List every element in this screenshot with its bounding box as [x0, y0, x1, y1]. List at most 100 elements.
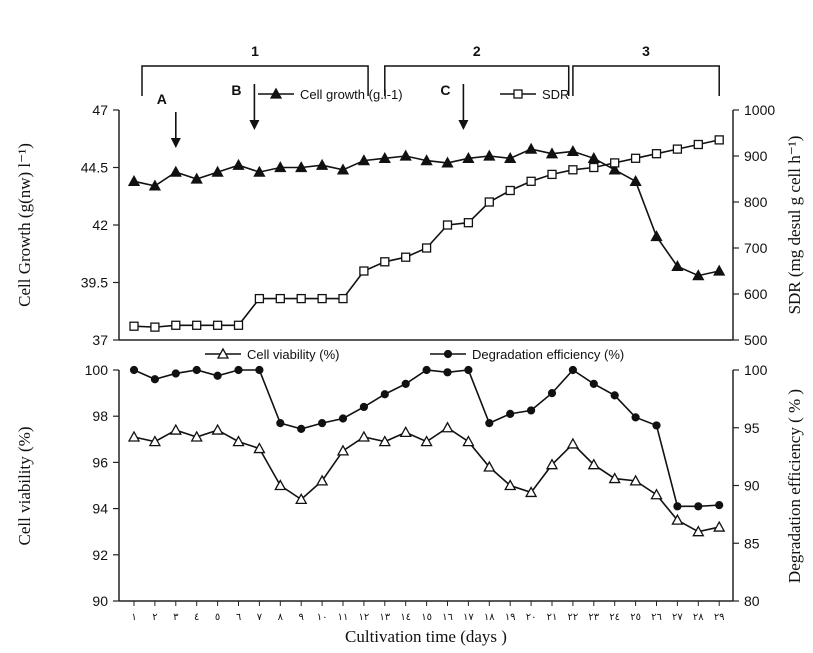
- legend-marker-1: [443, 349, 453, 359]
- data-point-1-1: [171, 369, 180, 378]
- right-tick-label: 500: [744, 332, 768, 348]
- bottom-left-axis-title: Cell viability (%): [15, 427, 34, 546]
- annotation-label-0: A: [157, 91, 167, 107]
- x-tick-label: ١٩: [505, 612, 516, 623]
- x-tick-label: ٢٨: [693, 612, 704, 623]
- data-point-1-0: [650, 488, 663, 500]
- data-point-1-1: [359, 402, 368, 412]
- left-tick-label: 44.5: [81, 160, 108, 176]
- data-point-1-0: [441, 421, 454, 433]
- series-line-0-0: [133, 148, 720, 277]
- legend-marker-0: [269, 87, 283, 99]
- phase-label-1: 2: [473, 43, 481, 59]
- x-tick-label: ٧: [257, 612, 263, 623]
- data-point-0-1: [526, 176, 536, 186]
- data-point-1-0: [232, 435, 245, 447]
- x-axis-title: Cultivation time (days ): [345, 627, 507, 646]
- right-tick-label: 600: [744, 286, 768, 302]
- legend-label-1: Degradation efficiency (%): [472, 347, 624, 362]
- x-tick-label: ٢٤: [609, 612, 620, 623]
- data-point-1-0: [315, 474, 329, 486]
- data-point-1-1: [631, 413, 640, 422]
- data-point-1-1: [338, 414, 348, 423]
- data-point-0-0: [420, 154, 433, 166]
- bottom-series: [127, 365, 726, 537]
- top-series: [127, 135, 726, 332]
- data-point-1-1: [715, 501, 724, 510]
- x-axis-ticks: ١ ٢ ٣ ٤ ٥ ٦ ٧ ٨ ٩ ١٠ ١١ ١٢ ١٣ ١٤ ١٥ ١٦ ١٧ ١٨ ١٩ ٢٠ ٢١ ٢٢ ٢٣ ٢٤ ٢…: [131, 601, 725, 623]
- x-tick-label: ١: [131, 612, 136, 623]
- data-point-1-1: [694, 502, 703, 511]
- data-point-0-0: [671, 260, 684, 272]
- right-tick-label: 900: [744, 148, 768, 164]
- x-tick-label: ٣: [173, 612, 179, 623]
- data-point-1-0: [378, 435, 391, 447]
- top-panel: 37 39.5 42 44.5 47 500 600 700 800 900 1000 1 2 3 A…: [15, 43, 804, 348]
- data-point-0-1: [610, 158, 620, 168]
- data-point-1-0: [399, 426, 412, 438]
- data-point-1-0: [274, 479, 287, 491]
- data-point-0-0: [545, 147, 559, 159]
- right-tick-label: 85: [744, 535, 760, 551]
- data-point-0-1: [212, 320, 223, 330]
- data-point-1-1: [610, 391, 619, 400]
- data-point-0-1: [171, 320, 181, 330]
- left-tick-label: 42: [92, 217, 108, 233]
- data-point-0-0: [148, 179, 162, 191]
- data-point-1-0: [190, 430, 203, 442]
- data-point-0-1: [296, 293, 306, 304]
- right-tick-label: 95: [744, 420, 760, 436]
- top-legend: Cell growth (g.l-1) SDR: [258, 87, 569, 102]
- x-tick-label: ١٧: [463, 612, 474, 623]
- data-point-0-0: [566, 145, 580, 157]
- phase-brackets: 1 2 3: [141, 43, 720, 96]
- data-point-0-0: [399, 149, 412, 161]
- data-point-0-1: [129, 321, 139, 331]
- x-tick-label: ١١: [338, 612, 349, 623]
- data-point-0-0: [650, 230, 663, 242]
- data-point-1-1: [464, 365, 473, 375]
- data-point-1-1: [568, 365, 578, 375]
- bottom-right-axis-ticks: 80 85 90 95 100: [733, 362, 768, 609]
- data-point-0-0: [232, 158, 245, 170]
- data-point-1-0: [608, 472, 621, 484]
- bottom-right-axis-title: Degradation efficiency ( % ): [785, 389, 804, 583]
- left-tick-label: 100: [85, 362, 109, 378]
- right-tick-label: 100: [744, 362, 768, 378]
- data-point-1-1: [318, 419, 327, 428]
- data-point-1-0: [211, 423, 224, 435]
- x-tick-label: ١٣: [379, 612, 390, 623]
- left-tick-label: 92: [92, 547, 108, 563]
- data-point-1-1: [192, 365, 201, 375]
- data-point-1-1: [234, 365, 243, 375]
- left-tick-label: 37: [92, 332, 108, 348]
- left-tick-label: 90: [92, 593, 108, 609]
- bottom-left-axis-ticks: 90 92 94 96 98 100: [85, 362, 119, 609]
- x-tick-label: ٢٦: [651, 612, 662, 623]
- data-point-0-0: [608, 163, 621, 175]
- data-point-1-0: [336, 444, 350, 456]
- data-point-0-1: [401, 252, 411, 262]
- data-point-1-0: [127, 430, 141, 442]
- x-tick-label: ١٤: [400, 612, 411, 623]
- data-point-0-1: [463, 218, 474, 228]
- data-point-1-0: [671, 513, 684, 525]
- data-point-1-1: [506, 409, 515, 418]
- legend-label-1: SDR: [542, 87, 569, 102]
- x-tick-label: ٥: [215, 612, 220, 623]
- data-point-0-1: [338, 293, 348, 304]
- bottom-legend: Cell viability (%) Degradation efficiency…: [205, 347, 624, 362]
- x-tick-label: ٩: [299, 612, 304, 623]
- data-point-0-0: [274, 161, 287, 173]
- x-tick-label: ٨: [278, 612, 284, 623]
- data-point-1-0: [629, 474, 642, 486]
- data-point-1-1: [589, 379, 598, 388]
- data-point-0-0: [169, 165, 182, 177]
- x-tick-label: ٢٩: [714, 612, 725, 623]
- data-point-1-0: [462, 435, 475, 447]
- data-point-1-1: [129, 365, 139, 375]
- data-point-1-0: [253, 442, 266, 454]
- data-point-1-1: [443, 368, 452, 377]
